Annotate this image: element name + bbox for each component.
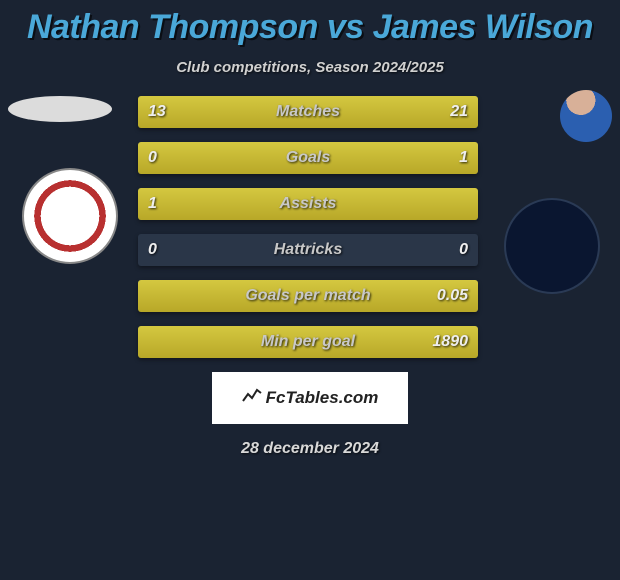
player-avatar-right: [560, 90, 612, 142]
player-avatar-left: [8, 96, 112, 122]
stat-value-left: [138, 280, 158, 312]
stat-value-left: [138, 326, 158, 358]
comparison-content: 13 21 Matches 0 1 Goals 1 Assists 0 0 Ha…: [0, 96, 620, 358]
stat-value-left: 0: [138, 234, 167, 266]
stat-value-left: 0: [138, 142, 167, 174]
stat-value-right: 0.05: [427, 280, 478, 312]
stat-value-right: 21: [440, 96, 478, 128]
stat-row: 0 0 Hattricks: [138, 234, 478, 266]
stat-fill-left: [138, 188, 478, 220]
stat-fill-right: [138, 142, 478, 174]
club-badge-right: [504, 198, 600, 294]
subtitle: Club competitions, Season 2024/2025: [0, 59, 620, 76]
snapshot-date: 28 december 2024: [0, 440, 620, 458]
stat-row: 0.05 Goals per match: [138, 280, 478, 312]
chart-icon: [242, 388, 262, 409]
stat-value-right: 1890: [422, 326, 478, 358]
stat-value-left: 1: [138, 188, 167, 220]
stat-label: Hattricks: [138, 234, 478, 266]
stat-row: 1890 Min per goal: [138, 326, 478, 358]
stat-value-right: 0: [449, 234, 478, 266]
page-title: Nathan Thompson vs James Wilson: [0, 0, 620, 47]
club-badge-left: [22, 168, 118, 264]
stat-row: 13 21 Matches: [138, 96, 478, 128]
stat-bars: 13 21 Matches 0 1 Goals 1 Assists 0 0 Ha…: [138, 96, 478, 358]
stat-row: 1 Assists: [138, 188, 478, 220]
stat-value-left: 13: [138, 96, 176, 128]
fctables-logo: FcTables.com: [212, 372, 408, 424]
logo-text: FcTables.com: [266, 388, 379, 408]
stat-value-right: 1: [449, 142, 478, 174]
stat-row: 0 1 Goals: [138, 142, 478, 174]
stat-value-right: [458, 188, 478, 220]
